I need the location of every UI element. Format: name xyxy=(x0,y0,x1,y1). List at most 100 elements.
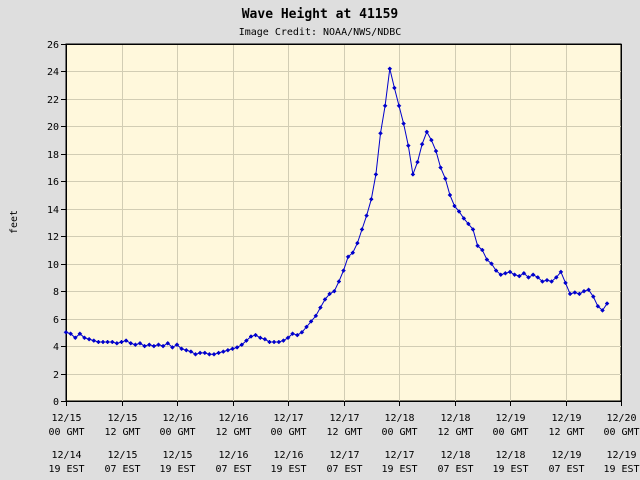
data-point xyxy=(77,331,83,337)
data-point xyxy=(91,338,97,343)
data-point xyxy=(401,121,406,126)
data-point xyxy=(572,290,578,295)
data-point xyxy=(563,280,568,286)
x-tick-label-gmt-date: 12/17 xyxy=(273,413,303,424)
data-point xyxy=(498,272,504,278)
x-tick-label-gmt-time: 00 GMT xyxy=(381,427,417,438)
x-tick-label-est-time: 07 EST xyxy=(215,464,251,475)
x-tick-label-est-date: 12/18 xyxy=(440,450,470,461)
data-point xyxy=(68,331,73,337)
data-point xyxy=(489,261,494,267)
chart-title: Wave Height at 41159 xyxy=(242,7,399,22)
series-layer xyxy=(63,66,610,357)
data-point xyxy=(156,342,161,348)
data-point xyxy=(285,335,291,341)
x-tick-label-est-time: 19 EST xyxy=(48,464,84,475)
data-point xyxy=(595,303,601,309)
data-point xyxy=(133,342,138,348)
data-point xyxy=(234,345,240,350)
data-point xyxy=(114,340,120,346)
y-axis-label: feet xyxy=(9,210,20,234)
y-tick-label: 24 xyxy=(47,67,59,78)
data-point xyxy=(604,301,610,306)
data-point xyxy=(318,305,323,310)
y-tick-label: 18 xyxy=(47,150,59,161)
x-tick-label-gmt-time: 00 GMT xyxy=(48,427,84,438)
data-point xyxy=(479,247,485,253)
data-point xyxy=(105,339,110,345)
data-point xyxy=(415,159,420,165)
x-tick-label-gmt-date: 12/19 xyxy=(551,413,581,424)
data-point xyxy=(535,275,541,280)
data-point xyxy=(271,339,277,345)
x-tick-label-est-time: 07 EST xyxy=(326,464,362,475)
data-point xyxy=(392,85,397,91)
x-tick-label-gmt-date: 12/16 xyxy=(218,413,248,424)
data-point xyxy=(512,272,517,278)
data-point xyxy=(128,340,134,346)
chart-subtitle: Image Credit: NOAA/NWS/NDBC xyxy=(239,27,402,38)
data-point xyxy=(438,165,443,170)
data-point xyxy=(100,339,106,345)
data-point xyxy=(109,339,115,345)
data-point xyxy=(276,339,282,345)
data-point xyxy=(244,338,249,343)
data-point xyxy=(142,343,147,349)
x-tick-label-est-date: 12/15 xyxy=(162,450,192,461)
data-point xyxy=(327,291,332,297)
y-tick-label: 4 xyxy=(53,342,59,353)
data-point xyxy=(82,335,87,341)
x-tick-label-est-time: 19 EST xyxy=(270,464,306,475)
data-point xyxy=(590,294,596,299)
data-point xyxy=(405,143,411,148)
x-tick-label-gmt-time: 00 GMT xyxy=(270,427,306,438)
x-axis: 12/15 00 GMT 12/14 19 EST 12/15 12 GMT 12/15 07… xyxy=(48,401,640,475)
y-tick-label: 14 xyxy=(47,205,59,216)
x-tick-label-gmt-time: 12 GMT xyxy=(548,427,584,438)
x-tick-label-gmt-time: 12 GMT xyxy=(437,427,473,438)
data-point xyxy=(382,103,388,109)
data-point xyxy=(281,338,286,343)
x-tick-label-gmt-date: 12/20 xyxy=(606,413,636,424)
data-point xyxy=(447,192,453,198)
x-tick-label-gmt-date: 12/18 xyxy=(384,413,414,424)
data-point xyxy=(373,172,379,177)
data-point xyxy=(516,273,522,279)
data-point xyxy=(433,148,439,154)
data-point xyxy=(336,279,342,284)
data-point xyxy=(419,141,425,147)
x-tick-label-est-date: 12/15 xyxy=(107,450,137,461)
data-point xyxy=(160,343,166,349)
data-point xyxy=(86,336,92,342)
x-tick-label-gmt-time: 00 GMT xyxy=(159,427,195,438)
data-point xyxy=(461,216,467,221)
data-point xyxy=(63,329,69,335)
data-point xyxy=(193,351,198,357)
data-point xyxy=(530,272,536,278)
y-tick-label: 16 xyxy=(47,177,59,188)
x-tick-label-gmt-time: 00 GMT xyxy=(603,427,639,438)
data-point xyxy=(331,288,337,294)
y-tick-label: 0 xyxy=(53,397,59,408)
data-point xyxy=(248,334,254,339)
x-tick-label-est-date: 12/16 xyxy=(273,450,303,461)
x-tick-label-gmt-date: 12/15 xyxy=(107,413,137,424)
y-tick-label: 12 xyxy=(47,232,59,243)
series-line xyxy=(65,68,608,355)
y-tick-label: 20 xyxy=(47,122,59,133)
x-tick-label-gmt-time: 00 GMT xyxy=(492,427,528,438)
data-point xyxy=(387,66,393,72)
x-tick-label-est-date: 12/18 xyxy=(495,450,525,461)
x-tick-label-est-date: 12/14 xyxy=(51,450,81,461)
x-tick-label-gmt-time: 12 GMT xyxy=(326,427,362,438)
data-point xyxy=(211,351,217,357)
x-tick-label-gmt-time: 12 GMT xyxy=(104,427,140,438)
data-point xyxy=(170,345,175,350)
data-point xyxy=(359,227,365,232)
data-point xyxy=(475,243,480,249)
data-point xyxy=(553,275,559,280)
x-tick-label-gmt-time: 12 GMT xyxy=(215,427,251,438)
data-point xyxy=(345,254,351,260)
data-point xyxy=(294,332,300,338)
